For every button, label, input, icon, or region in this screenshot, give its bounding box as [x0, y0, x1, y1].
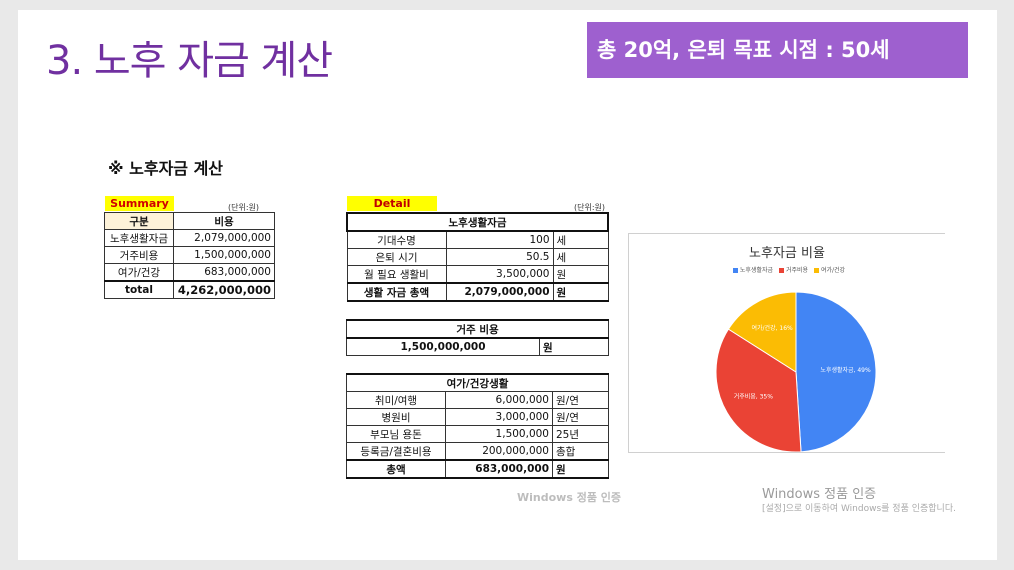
activation-watermark-text: [설정]으로 이동하여 Windows를 정품 인증합니다.	[762, 504, 956, 514]
living-header-row: 노후생활자금	[346, 212, 609, 232]
legend-swatch-1	[778, 268, 784, 273]
leisure-header-row: 여가/건강생활	[346, 373, 609, 392]
housing-value: 1,500,000,000	[346, 337, 540, 356]
living-label: 기대수명	[346, 230, 447, 249]
detail-tag: Detail	[347, 196, 437, 211]
summary-label: 노후생활자금	[104, 229, 174, 247]
housing-table: 거주 비용 1,500,000,000 원	[346, 319, 609, 356]
housing-header-row: 거주 비용	[346, 319, 609, 339]
pie-label-0: 노후생활자금, 49%	[820, 366, 871, 374]
leisure-value: 3,000,000	[445, 408, 553, 426]
table-row: 등록금/결혼비용 200,000,000 총합	[346, 442, 609, 461]
table-row: 은퇴 시기 50.5 세	[346, 248, 609, 266]
table-row: 월 필요 생활비 3,500,000 원	[346, 265, 609, 284]
table-row: 여가/건강 683,000,000	[104, 263, 275, 282]
pie-chart: 노후자금 비율 노후생활자금 거주비용 여가/건강 노후생활자금, 49% 거주비…	[628, 233, 945, 453]
summary-value: 2,079,000,000	[173, 229, 275, 247]
summary-label: 여가/건강	[104, 263, 174, 282]
table-row: 거주비용 1,500,000,000	[104, 246, 275, 264]
leisure-value: 6,000,000	[445, 391, 553, 409]
leisure-label: 등록금/결혼비용	[346, 442, 446, 461]
housing-unit: 원	[539, 337, 609, 356]
leisure-total-label: 총액	[346, 459, 446, 479]
legend-swatch-0	[732, 268, 738, 273]
summary-unit: (단위:원)	[228, 203, 260, 212]
leisure-table: 여가/건강생활 취미/여행 6,000,000 원/연 병원비 3,000,00…	[346, 373, 609, 479]
chart-legend: 노후생활자금 거주비용 여가/건강	[629, 265, 945, 274]
living-unit: 세	[552, 248, 609, 266]
summary-table: 구분 비용 노후생활자금 2,079,000,000 거주비용 1,500,00…	[104, 212, 275, 299]
summary-label: 거주비용	[104, 246, 174, 264]
living-value: 50.5	[445, 248, 554, 266]
housing-value-row: 1,500,000,000 원	[346, 337, 609, 356]
leisure-value: 200,000,000	[445, 442, 553, 461]
watermark-small: Windows 정품 인증	[517, 491, 622, 504]
legend-label-2: 여가/건강	[820, 267, 846, 274]
pie-slice-0	[795, 291, 877, 452]
leisure-label: 병원비	[346, 408, 446, 426]
summary-value: 1,500,000,000	[173, 246, 275, 264]
detail-unit: (단위:원)	[574, 203, 606, 212]
living-label: 은퇴 시기	[346, 248, 447, 266]
living-total-value: 2,079,000,000	[445, 282, 554, 302]
table-row: 노후생활자금 2,079,000,000	[104, 229, 275, 247]
leisure-header: 여가/건강생활	[346, 373, 609, 392]
leisure-unit: 원/연	[552, 391, 609, 409]
leisure-label: 취미/여행	[346, 391, 446, 409]
chart-title: 노후자금 비율	[749, 246, 825, 261]
leisure-total-row: 총액 683,000,000 원	[346, 459, 609, 479]
summary-value: 683,000,000	[173, 263, 275, 282]
leisure-label: 부모님 용돈	[346, 425, 446, 443]
pie-label-2: 여가/건강, 16%	[751, 324, 793, 332]
living-value: 3,500,000	[445, 265, 554, 284]
living-total-row: 생활 자금 총액 2,079,000,000 원	[346, 282, 609, 302]
leisure-unit: 원/연	[552, 408, 609, 426]
page-title: 3. 노후 자금 계산	[46, 38, 333, 84]
living-unit: 세	[552, 230, 609, 249]
living-total-unit: 원	[552, 282, 609, 302]
summary-total-value: 4,262,000,000	[173, 280, 275, 299]
living-value: 100	[445, 230, 554, 249]
table-row: 병원비 3,000,000 원/연	[346, 408, 609, 426]
slide: 3. 노후 자금 계산 총 20억, 은퇴 목표 시점 : 50세 ※ 노후자금…	[18, 10, 997, 560]
pie-svg: 노후생활자금, 49% 거주비용, 35% 여가/건강, 16%	[715, 291, 877, 452]
table-row: 기대수명 100 세	[346, 230, 609, 249]
living-header: 노후생활자금	[346, 212, 609, 232]
activation-watermark-title: Windows 정품 인증	[762, 487, 877, 502]
legend-label-0: 노후생활자금	[739, 267, 774, 274]
summary-header-cost: 비용	[173, 212, 275, 230]
section-heading: ※ 노후자금 계산	[108, 159, 224, 178]
summary-total-label: total	[104, 280, 174, 299]
table-row: 취미/여행 6,000,000 원/연	[346, 391, 609, 409]
housing-header: 거주 비용	[346, 319, 609, 339]
legend-swatch-2	[813, 268, 819, 273]
living-table: 노후생활자금 기대수명 100 세 은퇴 시기 50.5 세 월 필요 생활비 …	[346, 212, 609, 302]
summary-header-category: 구분	[104, 212, 174, 230]
leisure-unit: 총합	[552, 442, 609, 461]
pie-slice-1	[715, 328, 802, 452]
summary-total-row: total 4,262,000,000	[104, 280, 275, 299]
leisure-total-value: 683,000,000	[445, 459, 553, 479]
legend-label-1: 거주비용	[785, 267, 809, 274]
leisure-value: 1,500,000	[445, 425, 553, 443]
living-total-label: 생활 자금 총액	[346, 282, 447, 302]
goal-box: 총 20억, 은퇴 목표 시점 : 50세	[587, 22, 968, 78]
living-label: 월 필요 생활비	[346, 265, 447, 284]
table-row: 부모님 용돈 1,500,000 25년	[346, 425, 609, 443]
pie-slice-2	[727, 291, 797, 373]
pie-label-1: 거주비용, 35%	[734, 393, 774, 401]
leisure-unit: 25년	[552, 425, 609, 443]
leisure-total-unit: 원	[552, 459, 609, 479]
summary-header-row: 구분 비용	[104, 212, 275, 230]
living-unit: 원	[552, 265, 609, 284]
summary-tag: Summary	[105, 196, 174, 211]
